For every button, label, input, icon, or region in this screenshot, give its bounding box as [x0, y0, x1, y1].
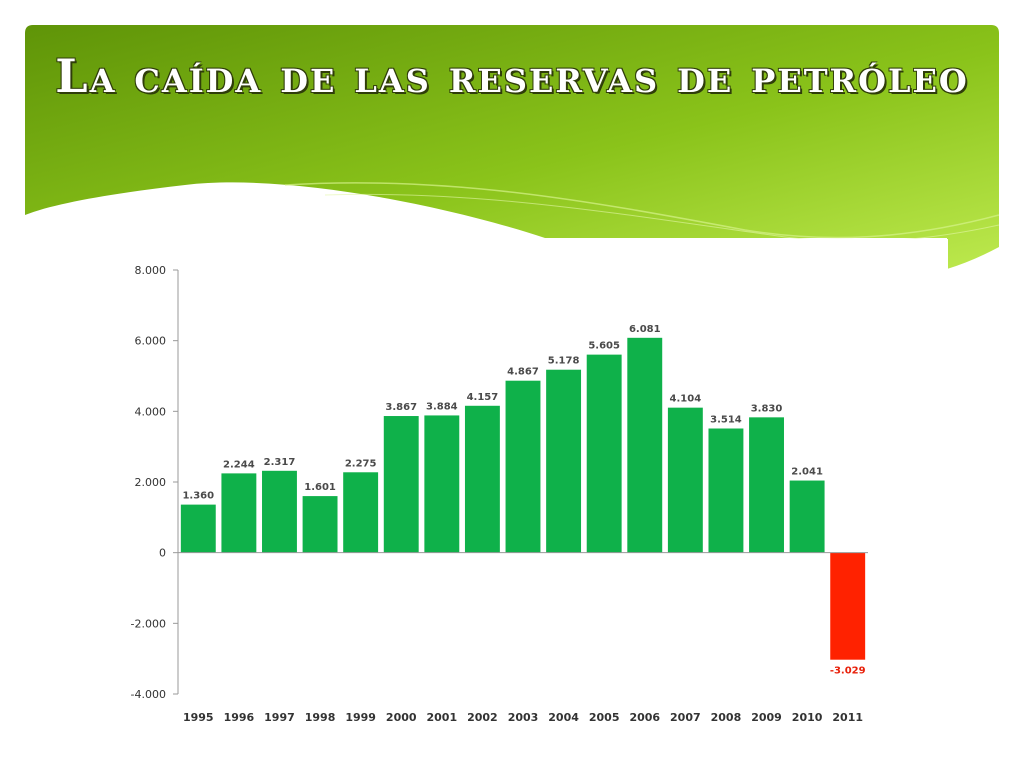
data-label: 2.275	[345, 458, 377, 469]
bar	[180, 504, 216, 553]
slide-title: La caída de las reservas de petróleo	[55, 49, 969, 103]
bar	[262, 470, 297, 553]
x-category-label: 1995	[183, 711, 214, 724]
data-label: 5.178	[548, 356, 580, 367]
bar-chart: 8.000 6.000 4.000 2.000 0 -2.000 -4.000 1.360 19…	[131, 264, 868, 724]
bar	[546, 369, 582, 553]
bar	[789, 480, 825, 553]
data-label: 2.041	[791, 467, 823, 478]
bar	[627, 337, 663, 553]
bar	[302, 496, 338, 553]
data-label: 2.244	[223, 459, 255, 470]
x-category-label: 1999	[345, 711, 376, 724]
x-category-label: 2009	[751, 711, 782, 724]
slide-header: La caída de las reservas de petróleo	[25, 25, 999, 275]
data-label: 3.514	[710, 415, 742, 426]
chart-panel: 8.000 6.000 4.000 2.000 0 -2.000 -4.000 1.360 19…	[100, 239, 948, 739]
bar	[749, 417, 784, 553]
x-category-label: 2004	[548, 711, 579, 724]
bar	[586, 354, 622, 553]
y-tick-label: 2.000	[135, 476, 167, 489]
bar	[424, 415, 460, 553]
data-label: -3.029	[830, 666, 866, 677]
bar	[221, 473, 257, 553]
y-tick-label: -2.000	[131, 617, 166, 630]
data-label: 2.317	[264, 457, 296, 468]
data-label: 3.867	[385, 402, 417, 413]
bar	[505, 380, 541, 553]
data-label: 6.081	[629, 324, 661, 335]
x-category-label: 2008	[711, 711, 742, 724]
data-label: 3.830	[751, 403, 783, 414]
x-category-label: 2006	[629, 711, 660, 724]
x-category-label: 2007	[670, 711, 701, 724]
bar	[667, 407, 703, 553]
data-label: 3.884	[426, 401, 458, 412]
x-category-label: 2001	[427, 711, 458, 724]
x-category-label: 1996	[224, 711, 255, 724]
data-label: 4.157	[467, 392, 499, 403]
y-tick-label: 8.000	[135, 264, 167, 277]
x-category-label: 2000	[386, 711, 417, 724]
x-category-label: 1997	[264, 711, 295, 724]
y-tick-label: 0	[159, 547, 166, 560]
y-tick-label: 4.000	[135, 405, 167, 418]
data-label: 4.104	[670, 394, 702, 405]
header-background	[25, 25, 999, 269]
bar	[383, 416, 419, 553]
bar	[464, 405, 500, 553]
bar	[708, 428, 744, 553]
x-category-label: 2005	[589, 711, 620, 724]
y-tick-label: -4.000	[131, 688, 166, 701]
y-tick-label: 6.000	[135, 335, 167, 348]
x-category-label: 2003	[508, 711, 539, 724]
data-label: 1.360	[182, 491, 214, 502]
x-category-label: 1998	[305, 711, 336, 724]
x-category-label: 2011	[832, 711, 863, 724]
bar	[343, 472, 379, 553]
data-label: 5.605	[588, 341, 620, 352]
data-label: 4.867	[507, 367, 539, 378]
x-category-label: 2002	[467, 711, 498, 724]
x-category-label: 2010	[792, 711, 823, 724]
data-label: 1.601	[304, 482, 336, 493]
bar	[830, 552, 866, 660]
